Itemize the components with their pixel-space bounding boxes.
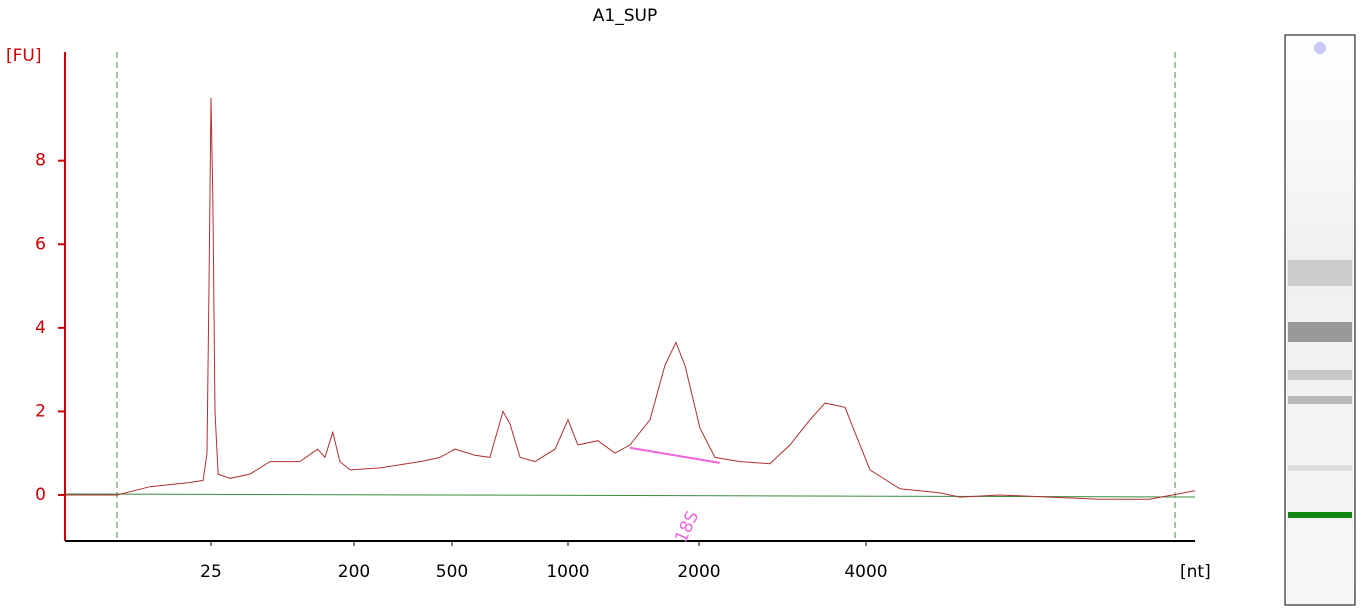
- trace-line: [65, 97, 1196, 500]
- y-tick-label: 8: [35, 151, 46, 171]
- x-tick-label: 200: [338, 562, 370, 582]
- y-tick-label: 0: [35, 485, 46, 505]
- gel-marker-spot: [1314, 42, 1326, 54]
- gel-frame: [1284, 34, 1356, 606]
- gel-marker-band: [1288, 512, 1352, 518]
- gel-band: [1288, 465, 1352, 471]
- y-tick-label: 4: [35, 318, 46, 338]
- gel-band: [1288, 260, 1352, 286]
- x-tick-label: 500: [436, 562, 468, 582]
- y-tick-label: 6: [35, 234, 46, 254]
- gel-lane: [1284, 34, 1356, 606]
- x-axis-label: [nt]: [1180, 562, 1211, 582]
- gel-band: [1288, 396, 1352, 404]
- y-axis-label: [FU]: [6, 46, 42, 66]
- chart-title: A1_SUP: [593, 6, 657, 26]
- baseline: [64, 493, 1196, 498]
- x-tick-label: 1000: [546, 562, 589, 582]
- x-tick-label: 4000: [844, 562, 887, 582]
- y-tick-label: 2: [35, 401, 46, 421]
- gel-band: [1288, 322, 1352, 342]
- gel-band: [1288, 370, 1352, 380]
- x-tick-label: 2000: [677, 562, 720, 582]
- x-tick-label: 25: [200, 562, 222, 582]
- peak-baseline: [629, 446, 720, 464]
